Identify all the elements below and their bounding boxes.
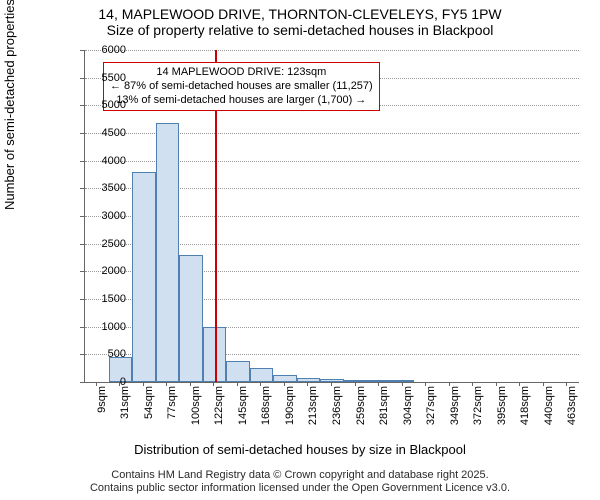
x-tick-label: 77sqm: [166, 386, 178, 436]
gridline: [85, 50, 579, 51]
y-tick-label: 6000: [86, 44, 126, 56]
y-tick-label: 1000: [86, 321, 126, 333]
x-tick-label: 440sqm: [543, 386, 555, 436]
histogram-bar: [156, 123, 180, 382]
annotation-line: ← 87% of semi-detached houses are smalle…: [110, 80, 373, 94]
y-axis-label: Number of semi-detached properties: [2, 0, 17, 210]
y-tick-label: 4500: [86, 127, 126, 139]
chart-area: 14 MAPLEWOOD DRIVE: 123sqm← 87% of semi-…: [84, 50, 579, 383]
y-tick-mark: [80, 78, 84, 79]
y-tick-mark: [80, 50, 84, 51]
x-tick-label: 259sqm: [355, 386, 367, 436]
y-tick-mark: [80, 188, 84, 189]
annotation-line: 14 MAPLEWOOD DRIVE: 123sqm: [110, 66, 373, 80]
attribution: Contains HM Land Registry data © Crown c…: [0, 469, 600, 497]
title-line1: 14, MAPLEWOOD DRIVE, THORNTON-CLEVELEYS,…: [0, 6, 600, 22]
x-tick-label: 190sqm: [284, 386, 296, 436]
x-tick-label: 463sqm: [566, 386, 578, 436]
y-tick-mark: [80, 133, 84, 134]
y-tick-mark: [80, 299, 84, 300]
x-tick-label: 122sqm: [213, 386, 225, 436]
y-tick-mark: [80, 216, 84, 217]
y-tick-label: 3500: [86, 182, 126, 194]
x-tick-label: 9sqm: [96, 386, 108, 436]
y-tick-mark: [80, 327, 84, 328]
y-tick-label: 5500: [86, 72, 126, 84]
y-tick-mark: [80, 161, 84, 162]
x-tick-label: 327sqm: [425, 386, 437, 436]
x-tick-label: 54sqm: [143, 386, 155, 436]
x-tick-label: 304sqm: [402, 386, 414, 436]
attribution-line1: Contains HM Land Registry data © Crown c…: [0, 469, 600, 483]
x-tick-label: 372sqm: [472, 386, 484, 436]
histogram-bar: [250, 368, 274, 382]
annotation-line: 13% of semi-detached houses are larger (…: [110, 94, 373, 108]
histogram-bar: [179, 255, 203, 382]
y-tick-label: 4000: [86, 155, 126, 167]
x-tick-label: 31sqm: [119, 386, 131, 436]
y-tick-label: 2000: [86, 265, 126, 277]
y-tick-label: 2500: [86, 238, 126, 250]
x-tick-label: 418sqm: [519, 386, 531, 436]
y-tick-label: 5000: [86, 99, 126, 111]
title-line2: Size of property relative to semi-detach…: [0, 22, 600, 38]
annotation-box: 14 MAPLEWOOD DRIVE: 123sqm← 87% of semi-…: [103, 62, 380, 111]
y-tick-mark: [80, 105, 84, 106]
plot-wrap: 14 MAPLEWOOD DRIVE: 123sqm← 87% of semi-…: [46, 50, 586, 420]
x-tick-label: 168sqm: [260, 386, 272, 436]
y-tick-label: 3000: [86, 210, 126, 222]
x-tick-label: 236sqm: [331, 386, 343, 436]
x-axis-label: Distribution of semi-detached houses by …: [0, 442, 600, 457]
y-tick-mark: [80, 382, 84, 383]
x-tick-label: 395sqm: [496, 386, 508, 436]
attribution-line2: Contains public sector information licen…: [0, 482, 600, 496]
histogram-bar: [273, 375, 297, 382]
y-tick-label: 500: [86, 348, 126, 360]
x-tick-label: 281sqm: [378, 386, 390, 436]
x-tick-label: 213sqm: [307, 386, 319, 436]
chart-container: 14, MAPLEWOOD DRIVE, THORNTON-CLEVELEYS,…: [0, 0, 600, 500]
x-tick-label: 349sqm: [449, 386, 461, 436]
histogram-bar: [132, 172, 156, 382]
title-block: 14, MAPLEWOOD DRIVE, THORNTON-CLEVELEYS,…: [0, 0, 600, 38]
y-tick-mark: [80, 354, 84, 355]
y-tick-mark: [80, 244, 84, 245]
y-tick-label: 1500: [86, 293, 126, 305]
histogram-bar: [226, 361, 250, 382]
y-tick-mark: [80, 271, 84, 272]
x-tick-label: 100sqm: [190, 386, 202, 436]
x-tick-label: 145sqm: [237, 386, 249, 436]
